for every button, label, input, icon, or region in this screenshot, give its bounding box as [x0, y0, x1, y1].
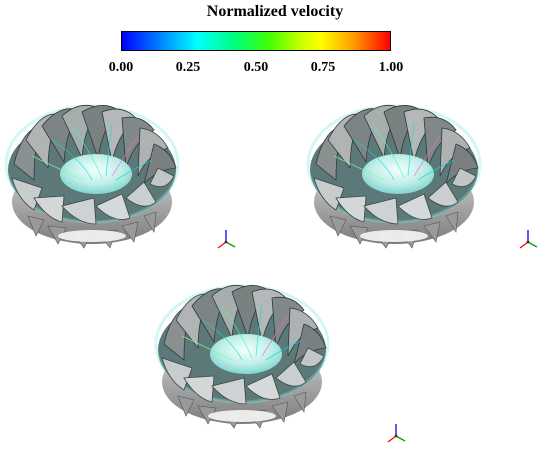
colorbar-title: Normalized velocity [206, 3, 344, 20]
axis-triad-top-right [519, 229, 538, 249]
runner-bottom-center [154, 283, 330, 430]
colorbar-tick-4: 1.00 [378, 60, 404, 75]
colorbar-tick-2: 0.50 [243, 60, 269, 75]
colorbar [121, 31, 391, 51]
colorbar-tick-0: 0.00 [108, 60, 134, 75]
colorbar-tick-3: 0.75 [310, 60, 336, 75]
runner-top-right [306, 103, 482, 250]
axis-triad-bottom [387, 423, 406, 443]
colorbar-tick-1: 0.25 [175, 60, 201, 75]
runner-top-left [4, 103, 180, 250]
axis-triad-top-left [217, 229, 236, 249]
